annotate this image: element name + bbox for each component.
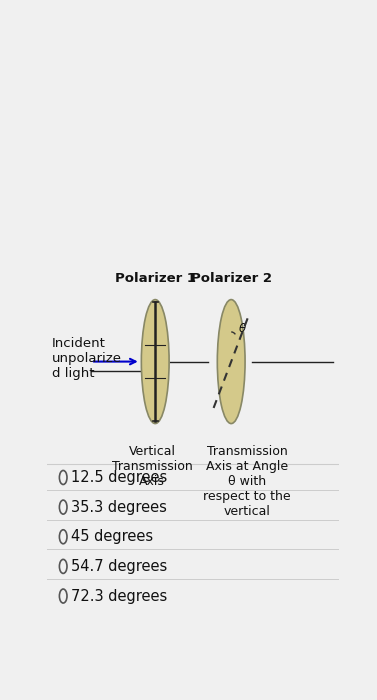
Text: Polarizer 2: Polarizer 2 xyxy=(191,272,272,285)
Text: Incident
unpolarize
d light: Incident unpolarize d light xyxy=(52,337,121,380)
Ellipse shape xyxy=(217,300,245,423)
Text: θ: θ xyxy=(239,322,246,335)
Text: 72.3 degrees: 72.3 degrees xyxy=(71,589,168,603)
Text: 45 degrees: 45 degrees xyxy=(71,529,153,545)
Text: Transmission
Axis at Angle
θ with
respect to the
vertical: Transmission Axis at Angle θ with respec… xyxy=(204,445,291,518)
Text: Polarizer 1: Polarizer 1 xyxy=(115,272,196,285)
Text: 35.3 degrees: 35.3 degrees xyxy=(71,500,167,514)
Ellipse shape xyxy=(141,300,169,423)
Text: Vertical
Transmission
Axis: Vertical Transmission Axis xyxy=(112,445,193,488)
Text: 12.5 degrees: 12.5 degrees xyxy=(71,470,168,485)
Text: 54.7 degrees: 54.7 degrees xyxy=(71,559,168,574)
